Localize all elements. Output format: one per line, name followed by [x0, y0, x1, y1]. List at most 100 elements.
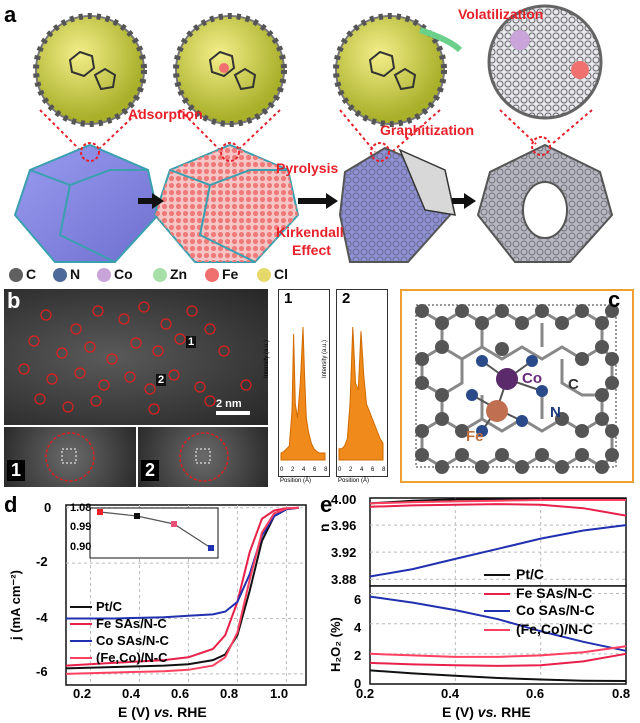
profile-1-title: 1 — [284, 290, 293, 307]
zif-cage-3 — [333, 13, 463, 127]
e-xlabel: E (V) vs. RHE — [442, 704, 531, 720]
pyrolysis-label: Pyrolysis — [276, 160, 339, 176]
zoom-2-label: 2 — [141, 460, 160, 481]
legend-item-ptc: Pt/C — [484, 566, 592, 585]
inset-ytick-2: 0.90 — [70, 541, 92, 553]
e-legend-bottom: Co SAs/N-C (Fe,Co)/N-C — [484, 602, 595, 640]
d-legend: Pt/C Fe SAs/N-C Co SAs/N-C (Fe,Co)/N-C — [70, 598, 169, 666]
xlabel-vs: vs. — [477, 704, 498, 720]
inset-point — [97, 509, 103, 515]
h2o2-series-line — [369, 669, 627, 682]
legend-co: Co — [114, 266, 133, 282]
fe-label: Fe — [466, 428, 484, 445]
series-line — [66, 506, 299, 620]
e-xtick-3: 0.8 — [612, 686, 631, 701]
legend-item-co: Co SAs/N-C — [484, 602, 595, 621]
profile-1-ylabel: Intensity (a.u.) — [264, 339, 270, 378]
xlabel-vs: vs. — [153, 704, 174, 720]
co-label: Co — [522, 370, 542, 387]
xlabel-e: E (V) — [442, 704, 478, 720]
tick: 6 — [371, 467, 378, 473]
h2o2-ylabel: H₂O₂ (%) — [328, 617, 343, 672]
d-ytick-0: 0 — [44, 500, 52, 515]
carbon-cage — [487, 4, 603, 120]
legend-c: C — [26, 266, 37, 282]
profile-2-xticks: 0 2 4 6 8 — [338, 467, 388, 473]
panel-c-label: c — [608, 287, 621, 312]
h2o2-ytick-2: 2 — [354, 648, 362, 663]
e-legend-top: Pt/C Fe SAs/N-C — [484, 566, 592, 604]
d-ytick-1: -2 — [36, 554, 48, 569]
n-series-line — [369, 503, 627, 517]
co-atom — [496, 368, 518, 390]
legend-n: N — [70, 266, 81, 282]
zif-crystal — [13, 142, 160, 263]
panel-d-label: d — [4, 492, 18, 517]
site-2-marker: 2 — [156, 374, 167, 386]
h2o2-ytick-0: 6 — [354, 592, 362, 607]
site-1-marker: 1 — [186, 336, 197, 348]
d-xtick-0: 0.2 — [73, 686, 92, 701]
tick: 8 — [382, 467, 389, 473]
process-arrows — [138, 193, 476, 209]
d-xtick-3: 0.8 — [220, 686, 239, 701]
inset-point — [208, 545, 214, 551]
hollow-framework — [476, 136, 614, 263]
synthesis-schematic — [9, 4, 614, 282]
series-line — [65, 506, 299, 675]
legend-item-ptc: Pt/C — [70, 598, 169, 615]
profile-2-area — [338, 326, 384, 461]
element-legend — [9, 268, 271, 282]
adsorption-label: Adsorption — [128, 106, 203, 122]
profile-2-title: 2 — [342, 290, 351, 307]
e-xtick-0: 0.2 — [356, 686, 375, 701]
inset-point — [134, 513, 140, 519]
series-line — [65, 506, 299, 667]
xlabel-e: E (V) — [118, 704, 154, 720]
d-xtick-1: 0.4 — [122, 686, 141, 701]
e-xtick-2: 0.6 — [526, 686, 545, 701]
profile-2-plot — [338, 326, 384, 461]
profile-1-xticks: 0 2 4 6 8 — [280, 467, 330, 473]
pyrolyzed-crystal — [338, 142, 456, 263]
xlabel-rhe: RHE — [497, 704, 531, 720]
series-e — [369, 498, 627, 682]
profile-1-area — [280, 326, 326, 461]
d-ytick-3: -6 — [36, 664, 48, 679]
inset-line — [99, 511, 212, 549]
fe-atom — [486, 400, 508, 422]
n-ytick-1: 3.96 — [331, 518, 357, 533]
legend-item-feco: (Fe,Co)/N-C — [70, 649, 169, 666]
d-ylabel: j (mA cm⁻²) — [8, 570, 23, 640]
d-ytick-2: -4 — [36, 610, 48, 625]
xlabel-rhe: RHE — [173, 704, 207, 720]
legend-item-fe: Fe SAs/N-C — [70, 615, 169, 632]
panel-b-label: b — [7, 288, 21, 313]
legend-zn: Zn — [170, 266, 188, 282]
d-xlabel: E (V) vs. RHE — [118, 704, 207, 720]
h2o2-ytick-3: 0 — [354, 676, 362, 691]
tick: 6 — [313, 467, 320, 473]
tick: 4 — [360, 467, 367, 473]
tick: 4 — [302, 467, 309, 473]
d-xtick-4: 1.0 — [270, 686, 289, 701]
zif-cage-1 — [33, 13, 147, 127]
legend-item-feco: (Fe,Co)/N-C — [484, 621, 595, 640]
inset-ytick-0: 1.08 — [70, 502, 92, 514]
legend-item-fe: Fe SAs/N-C — [484, 585, 592, 604]
zoom-1-label: 1 — [7, 460, 26, 481]
inset-frame — [89, 507, 219, 559]
tick: 0 — [280, 467, 287, 473]
h2o2-series-line — [369, 652, 627, 667]
scale-bar-label: 2 nm — [216, 398, 242, 410]
callout-lines — [39, 109, 593, 153]
legend-cl: Cl — [274, 266, 288, 282]
inset-series — [97, 509, 214, 551]
orr-polarization-chart — [65, 504, 307, 686]
rrde-chart — [369, 497, 627, 685]
profile-2-xlabel: Position (Å) — [338, 478, 370, 484]
zoom-image-1 — [4, 427, 136, 487]
n-series-line — [369, 499, 626, 505]
kirkendall-label: Kirkendall — [276, 224, 344, 240]
volatilization-label: Volatilization — [458, 6, 544, 22]
